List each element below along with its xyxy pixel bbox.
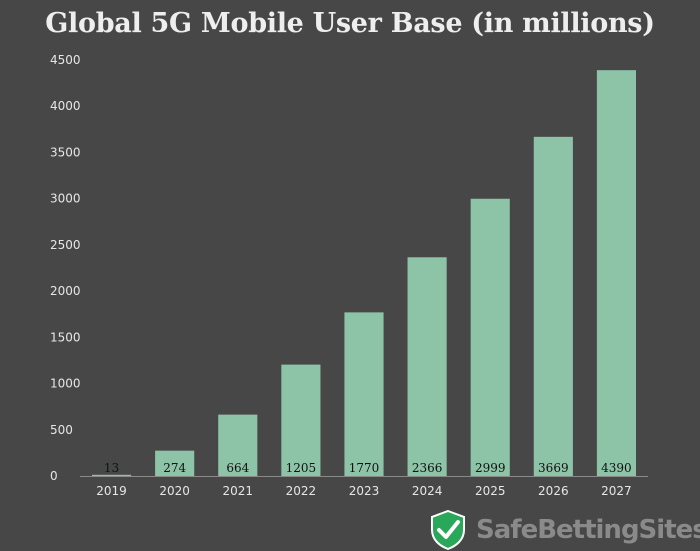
bars: 13 274 664 1205 1770 2366 2999 3669 4390	[91, 70, 637, 477]
x-tick-label: 2022	[286, 484, 317, 498]
bar-2019	[91, 474, 132, 476]
x-tick-label: 2020	[159, 484, 190, 498]
x-tick-label: 2026	[538, 484, 569, 498]
bar-2024	[407, 257, 447, 476]
y-tick-label: 500	[50, 423, 73, 437]
data-label: 664	[226, 461, 249, 475]
data-label: 1770	[349, 461, 380, 475]
bar-2023	[344, 312, 384, 476]
bar-2021	[218, 414, 258, 476]
x-tick-label: 2027	[601, 484, 632, 498]
data-label: 4390	[601, 461, 632, 475]
y-tick-label: 1500	[50, 330, 81, 344]
bar-2020	[155, 450, 195, 476]
data-label: 3669	[538, 461, 569, 475]
data-label: 1205	[286, 461, 317, 475]
chart-title: Global 5G Mobile User Base (in millions)	[45, 8, 655, 39]
data-label: 2999	[475, 461, 506, 475]
y-tick-label: 0	[50, 469, 58, 483]
y-tick-label: 3500	[50, 145, 81, 159]
y-tick-label: 4500	[50, 53, 81, 67]
data-label: 274	[163, 461, 186, 475]
bar-2027	[596, 70, 637, 477]
x-tick-label: 2023	[349, 484, 380, 498]
bar-2025	[470, 198, 510, 477]
y-tick-label: 1000	[50, 377, 81, 391]
bar-2022	[281, 364, 321, 476]
x-tick-label: 2019	[96, 484, 127, 498]
bar-2026	[533, 136, 573, 476]
y-axis: 0 500 1000 1500 2000 2500 3000 3500 4000 4500	[50, 53, 81, 483]
y-tick-label: 2000	[50, 284, 81, 298]
watermark: SafeBettingSites	[430, 510, 700, 550]
x-axis: 2019 2020 2021 2022 2023 2024 2025 2026 2027	[96, 484, 631, 498]
y-tick-label: 4000	[50, 99, 81, 113]
y-tick-label: 2500	[50, 238, 81, 252]
x-tick-label: 2025	[475, 484, 506, 498]
x-tick-label: 2024	[412, 484, 443, 498]
x-tick-label: 2021	[223, 484, 254, 498]
y-tick-label: 3000	[50, 192, 81, 206]
brand-text: SafeBettingSites	[476, 515, 700, 545]
data-label: 2366	[412, 461, 443, 475]
data-label: 13	[104, 461, 119, 475]
shield-check-icon	[431, 510, 465, 550]
